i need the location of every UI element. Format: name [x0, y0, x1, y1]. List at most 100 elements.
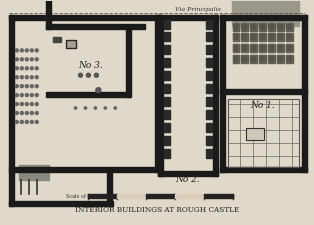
- Circle shape: [35, 103, 38, 106]
- Bar: [286, 22, 293, 31]
- Circle shape: [15, 85, 18, 88]
- Circle shape: [35, 94, 38, 97]
- Circle shape: [35, 85, 38, 88]
- Bar: [251, 44, 257, 52]
- Circle shape: [15, 67, 18, 70]
- Bar: [206, 110, 212, 119]
- Bar: [286, 34, 293, 41]
- Bar: [126, 27, 131, 97]
- Circle shape: [84, 107, 87, 109]
- Bar: [241, 22, 248, 31]
- Bar: [164, 110, 170, 119]
- Bar: [286, 55, 293, 63]
- Bar: [259, 44, 266, 52]
- Bar: [117, 194, 146, 198]
- Circle shape: [20, 120, 23, 124]
- Circle shape: [30, 112, 33, 115]
- Bar: [241, 44, 248, 52]
- Bar: [164, 136, 170, 145]
- Circle shape: [35, 112, 38, 115]
- Bar: [251, 55, 257, 63]
- Circle shape: [15, 120, 18, 124]
- Bar: [219, 15, 225, 172]
- Bar: [46, 24, 145, 29]
- Circle shape: [20, 103, 23, 106]
- Bar: [158, 171, 218, 176]
- Bar: [206, 123, 212, 132]
- Bar: [164, 84, 170, 93]
- Bar: [251, 22, 257, 31]
- Circle shape: [35, 67, 38, 70]
- Bar: [164, 58, 170, 67]
- Bar: [66, 40, 75, 48]
- Circle shape: [15, 94, 18, 97]
- Bar: [206, 45, 212, 54]
- Bar: [158, 15, 218, 20]
- Circle shape: [15, 112, 18, 115]
- Bar: [233, 34, 240, 41]
- Circle shape: [25, 49, 28, 52]
- Circle shape: [25, 76, 28, 79]
- Bar: [286, 55, 293, 63]
- Circle shape: [35, 76, 38, 79]
- Text: No 3.: No 3.: [78, 61, 103, 70]
- Bar: [206, 71, 212, 80]
- Circle shape: [35, 120, 38, 124]
- Bar: [46, 92, 130, 97]
- Circle shape: [25, 112, 28, 115]
- Circle shape: [114, 107, 116, 109]
- Bar: [241, 34, 248, 41]
- Circle shape: [20, 49, 23, 52]
- Bar: [286, 44, 293, 52]
- Bar: [251, 44, 257, 52]
- Circle shape: [25, 94, 28, 97]
- Circle shape: [30, 49, 33, 52]
- Bar: [164, 97, 170, 106]
- Bar: [277, 34, 284, 41]
- Circle shape: [30, 58, 33, 61]
- Circle shape: [20, 85, 23, 88]
- Bar: [219, 15, 307, 20]
- Bar: [19, 165, 49, 180]
- Bar: [259, 34, 266, 41]
- Bar: [233, 22, 240, 31]
- Bar: [164, 32, 170, 41]
- Bar: [268, 44, 275, 52]
- Bar: [259, 22, 266, 31]
- Circle shape: [20, 94, 23, 97]
- Circle shape: [104, 107, 106, 109]
- Bar: [164, 45, 170, 54]
- Bar: [246, 128, 264, 140]
- Bar: [219, 89, 307, 94]
- Bar: [286, 34, 293, 41]
- Bar: [268, 44, 275, 52]
- Circle shape: [25, 58, 28, 61]
- Bar: [268, 22, 275, 31]
- Text: INTERIOR BUILDINGS AT ROUGH CASTLE: INTERIOR BUILDINGS AT ROUGH CASTLE: [75, 206, 239, 214]
- Circle shape: [30, 103, 33, 106]
- Bar: [164, 71, 170, 80]
- Bar: [66, 40, 75, 48]
- Bar: [9, 172, 14, 206]
- Bar: [286, 22, 293, 31]
- Bar: [268, 55, 275, 63]
- Bar: [9, 15, 14, 172]
- Bar: [233, 34, 240, 41]
- Bar: [233, 44, 240, 52]
- Bar: [206, 20, 212, 29]
- Bar: [233, 55, 240, 63]
- Text: Via Principalis: Via Principalis: [175, 7, 220, 12]
- Circle shape: [25, 67, 28, 70]
- Circle shape: [30, 85, 33, 88]
- Circle shape: [96, 88, 101, 93]
- Bar: [53, 38, 61, 43]
- Bar: [206, 97, 212, 106]
- Bar: [259, 34, 266, 41]
- Circle shape: [86, 73, 90, 77]
- Bar: [9, 201, 113, 206]
- Bar: [259, 44, 266, 52]
- Circle shape: [25, 120, 28, 124]
- Bar: [164, 123, 170, 132]
- Bar: [251, 22, 257, 31]
- Bar: [219, 167, 307, 172]
